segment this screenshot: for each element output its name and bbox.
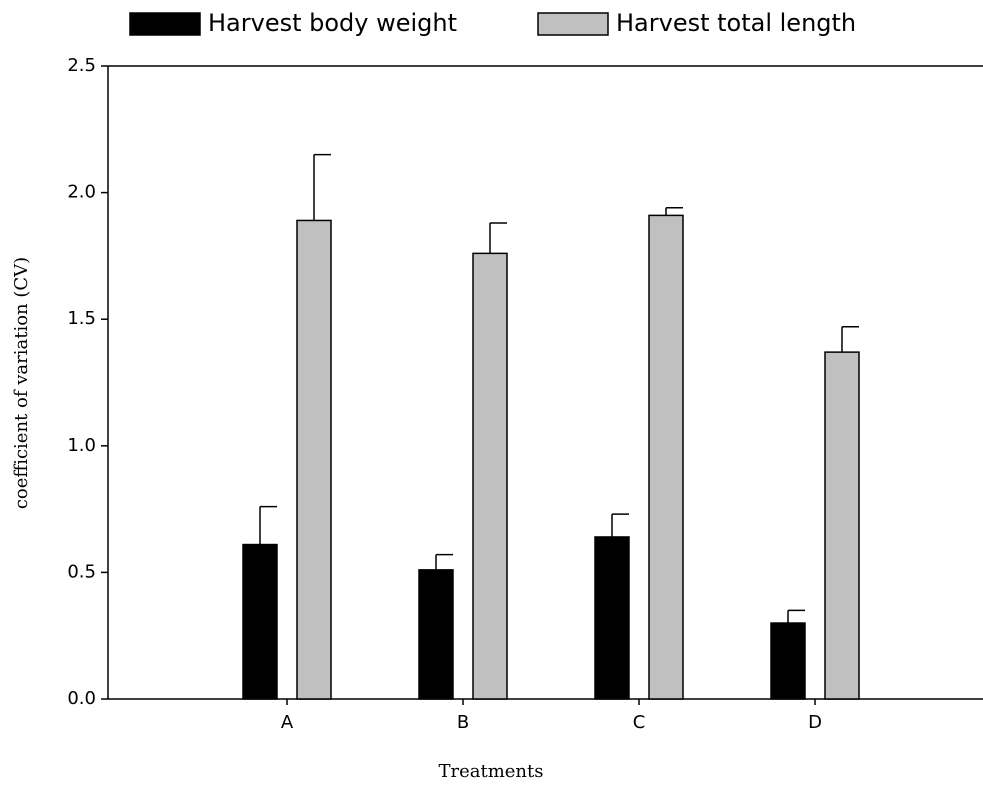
legend-label: Harvest total length [616, 9, 856, 37]
x-tick-label: C [633, 712, 646, 733]
bar [594, 536, 630, 700]
error-bar [489, 222, 507, 254]
y-tick-label: 2.5 [67, 55, 96, 76]
legend-swatch [537, 12, 609, 36]
error-bar [435, 553, 453, 570]
y-tick-label: 1.5 [67, 308, 96, 329]
x-tick-label: B [457, 712, 469, 733]
x-axis-label: Treatments [438, 761, 543, 782]
error-bar [313, 153, 331, 221]
bar [296, 219, 332, 700]
legend-swatch [129, 12, 201, 36]
y-axis-label: coefficient of variation (CV) [11, 257, 32, 509]
error-bar [841, 326, 859, 353]
x-tick-label: D [808, 712, 822, 733]
bar [472, 252, 508, 700]
bar [770, 622, 806, 700]
y-tick-label: 0.5 [67, 561, 96, 582]
error-bar [665, 207, 683, 216]
legend-label: Harvest body weight [208, 9, 457, 37]
error-bar [787, 609, 805, 624]
error-bar [611, 513, 629, 537]
x-tick-label: A [281, 712, 294, 733]
bar [824, 351, 860, 700]
bar [242, 543, 278, 700]
y-tick-label: 0.0 [67, 688, 96, 709]
bar [648, 214, 684, 700]
y-tick-label: 2.0 [67, 182, 96, 203]
y-tick-label: 1.0 [67, 435, 96, 456]
bar [418, 569, 454, 700]
error-bar [259, 505, 277, 545]
